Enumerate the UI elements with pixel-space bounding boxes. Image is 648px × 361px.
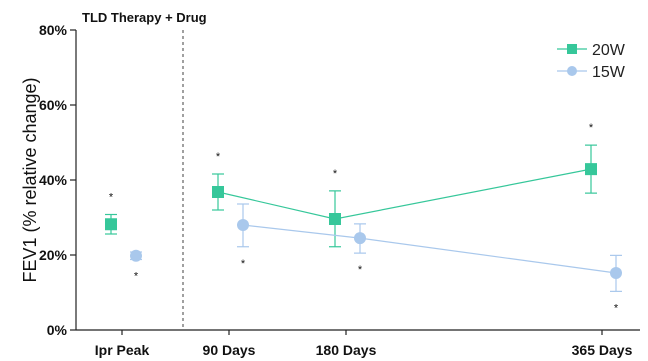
data-point (212, 186, 224, 198)
legend-item-15w: 15W (557, 64, 626, 81)
y-ticks: 0% 20% 40% 60% 80% (39, 22, 76, 338)
data-point (237, 219, 249, 231)
y-tick-label: 20% (39, 247, 68, 263)
data-point (329, 213, 341, 225)
x-ticks: Ipr Peak 90 Days 180 Days 365 Days (95, 330, 633, 358)
chart-annotation: TLD Therapy + Drug (82, 10, 207, 25)
significance-marker: * (333, 168, 338, 180)
data-point (610, 267, 622, 279)
series-line (217, 168, 592, 220)
legend-marker (567, 44, 577, 54)
x-tick-label: 90 Days (203, 342, 256, 358)
x-tick-label: 180 Days (316, 342, 377, 358)
legend-label: 20W (592, 42, 626, 59)
legend-label: 15W (592, 64, 626, 81)
y-axis-label: FEV1 (% relative change) (20, 77, 40, 282)
series-20w: * * * * (105, 122, 597, 248)
significance-marker: * (241, 258, 246, 270)
data-point (354, 232, 366, 245)
y-tick-label: 80% (39, 22, 68, 38)
y-tick-label: 40% (39, 172, 68, 188)
legend-marker (567, 66, 577, 76)
y-tick-label: 60% (39, 97, 68, 113)
series-15w: * * * * (130, 203, 622, 314)
data-point (105, 218, 117, 231)
significance-marker: * (614, 302, 619, 314)
significance-marker: * (358, 264, 363, 276)
series-layer: * * * * * * * * (105, 122, 622, 314)
y-tick-label: 0% (47, 322, 68, 338)
legend-item-20w: 20W (557, 42, 626, 59)
data-point (130, 249, 142, 262)
x-tick-label: 365 Days (572, 342, 633, 358)
x-tick-label: Ipr Peak (95, 342, 150, 358)
significance-marker: * (134, 271, 139, 283)
significance-marker: * (109, 192, 114, 204)
data-point (585, 163, 597, 176)
significance-marker: * (216, 151, 221, 163)
series-line (242, 224, 617, 274)
significance-marker: * (589, 122, 594, 134)
axes (75, 30, 640, 331)
